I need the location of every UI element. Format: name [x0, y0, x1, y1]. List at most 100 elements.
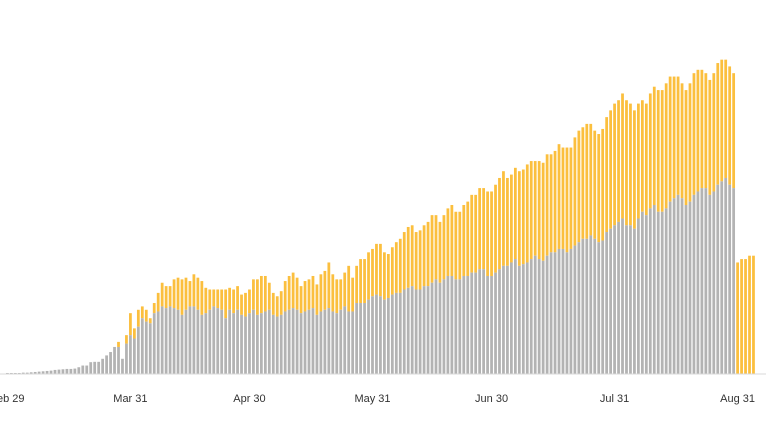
- bar-bottom-24: [101, 358, 105, 374]
- bar-bottom-1: [9, 372, 13, 374]
- bar-bottom-111: [446, 275, 450, 374]
- bar-bottom-146: [585, 238, 589, 374]
- bar-top-175: [700, 69, 704, 189]
- bar-bottom-103: [414, 289, 418, 374]
- bar-bottom-17: [73, 368, 77, 374]
- bar-bottom-138: [553, 252, 557, 374]
- bar-top-89: [359, 259, 362, 304]
- bar-bottom-80: [323, 309, 327, 374]
- bar-bottom-63: [256, 314, 259, 374]
- bar-bottom-113: [454, 279, 458, 374]
- bar-bottom-51: [208, 309, 212, 374]
- bar-top-60: [244, 292, 247, 317]
- bar-bottom-106: [426, 286, 430, 374]
- bar-top-168: [672, 76, 676, 199]
- bar-bottom-90: [363, 303, 366, 374]
- bar-bottom-34: [140, 318, 144, 374]
- bar-top-57: [232, 289, 235, 314]
- bar-top-136: [545, 154, 549, 256]
- bar-bottom-182: [728, 184, 732, 374]
- bar-top-50: [204, 287, 208, 314]
- x-tick-label: Aug 31: [720, 393, 755, 405]
- bar-top-187: [748, 255, 751, 374]
- bar-top-138: [553, 150, 557, 253]
- bar-bottom-60: [244, 316, 247, 374]
- bar-top-152: [609, 110, 612, 229]
- bar-top-113: [454, 211, 458, 280]
- bar-top-109: [438, 221, 442, 283]
- bar-bottom-98: [394, 292, 398, 374]
- bar-top-183: [732, 73, 736, 189]
- bar-top-88: [355, 265, 359, 304]
- bar-bottom-68: [275, 316, 279, 374]
- bar-bottom-54: [220, 309, 224, 374]
- bar-bottom-62: [252, 309, 255, 374]
- bar-top-93: [375, 243, 378, 295]
- bar-bottom-117: [470, 272, 474, 374]
- bar-top-165: [660, 90, 664, 212]
- bar-top-110: [442, 215, 446, 280]
- bar-bottom-77: [311, 308, 315, 374]
- bar-bottom-135: [541, 260, 545, 374]
- bar-bottom-167: [668, 201, 672, 374]
- bar-bottom-101: [406, 287, 410, 374]
- bar-bottom-61: [248, 313, 251, 374]
- bar-bottom-129: [517, 265, 521, 374]
- bar-bottom-79: [319, 311, 323, 374]
- bar-bottom-99: [398, 292, 402, 374]
- bar-bottom-73: [295, 309, 299, 374]
- bar-top-78: [315, 284, 319, 315]
- x-tick-label: Jun 30: [475, 393, 508, 405]
- bar-bottom-126: [506, 265, 509, 374]
- bar-top-114: [458, 211, 462, 280]
- bar-bottom-52: [212, 306, 216, 374]
- bar-top-101: [406, 226, 410, 288]
- bar-bottom-130: [521, 264, 525, 374]
- bar-bottom-27: [113, 346, 116, 374]
- bar-bottom-150: [601, 240, 605, 374]
- bar-top-151: [605, 117, 609, 233]
- bar-top-161: [644, 103, 648, 216]
- bar-bottom-65: [263, 311, 267, 374]
- bar-bottom-176: [704, 188, 708, 374]
- bar-top-172: [688, 83, 692, 202]
- bar-bottom-119: [478, 269, 482, 374]
- bar-bottom-178: [712, 191, 716, 374]
- bar-top-122: [490, 191, 493, 276]
- bar-bottom-93: [375, 294, 378, 374]
- bar-bottom-94: [379, 296, 382, 374]
- bar-bottom-158: [633, 228, 636, 374]
- bar-top-85: [343, 272, 347, 307]
- bar-bottom-161: [644, 215, 648, 374]
- bar-bottom-142: [569, 248, 573, 374]
- bar-bottom-170: [680, 198, 684, 374]
- bar-bottom-89: [359, 303, 362, 374]
- bar-top-94: [379, 243, 382, 297]
- bar-bottom-148: [593, 238, 597, 374]
- bar-top-83: [335, 279, 339, 314]
- bar-top-163: [652, 86, 656, 205]
- bar-top-164: [656, 90, 660, 212]
- bar-bottom-159: [637, 218, 640, 374]
- bar-top-148: [593, 130, 597, 239]
- bar-bottom-152: [609, 228, 612, 374]
- bar-bottom-3: [17, 372, 21, 374]
- bar-top-173: [692, 73, 696, 195]
- bar-top-159: [637, 103, 640, 219]
- bar-bottom-154: [617, 221, 620, 374]
- bar-bottom-110: [442, 279, 446, 374]
- bar-top-167: [668, 76, 672, 202]
- bar-top-47: [192, 274, 196, 307]
- bar-bottom-70: [283, 311, 287, 374]
- bar-bottom-109: [438, 282, 442, 374]
- bar-bottom-37: [152, 313, 156, 374]
- bar-bottom-47: [192, 306, 196, 374]
- bar-bottom-6: [29, 372, 33, 374]
- bar-top-178: [712, 73, 716, 192]
- bar-top-28: [117, 341, 120, 347]
- bar-top-177: [708, 79, 712, 195]
- bar-top-37: [152, 303, 156, 314]
- bar-bottom-95: [383, 299, 386, 374]
- bar-bottom-72: [291, 308, 295, 374]
